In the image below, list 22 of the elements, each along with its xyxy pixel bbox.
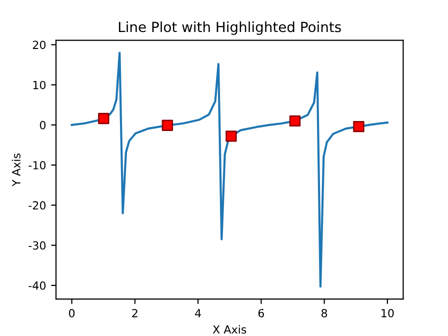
chart-title: Line Plot with Highlighted Points: [118, 21, 341, 35]
x-tick-label: 8: [322, 308, 328, 318]
y-tick-label: 0: [40, 120, 46, 130]
point: [353, 120, 364, 132]
x-tick-label: 6: [258, 308, 264, 318]
x-tick-label: 0: [68, 308, 75, 318]
point: [289, 115, 301, 127]
point: [162, 120, 174, 131]
point: [226, 130, 237, 142]
x-axis-title: X Axis: [212, 325, 246, 334]
y-tick-label: -10: [28, 161, 46, 170]
x-tick-label: 10: [382, 308, 394, 318]
y-tick-label: 10: [33, 80, 46, 90]
x-tick-label: 4: [195, 309, 201, 318]
y-axis-title: Y Axis: [12, 154, 20, 186]
x-tick-label: 2: [132, 308, 138, 318]
y-tick-label: -40: [28, 281, 46, 290]
y-tick-label: 20: [32, 40, 46, 50]
line-series: [70, 52, 388, 288]
y-tick-label: -20: [28, 201, 46, 210]
y-tick-label: -30: [28, 241, 46, 250]
point: [98, 112, 110, 124]
